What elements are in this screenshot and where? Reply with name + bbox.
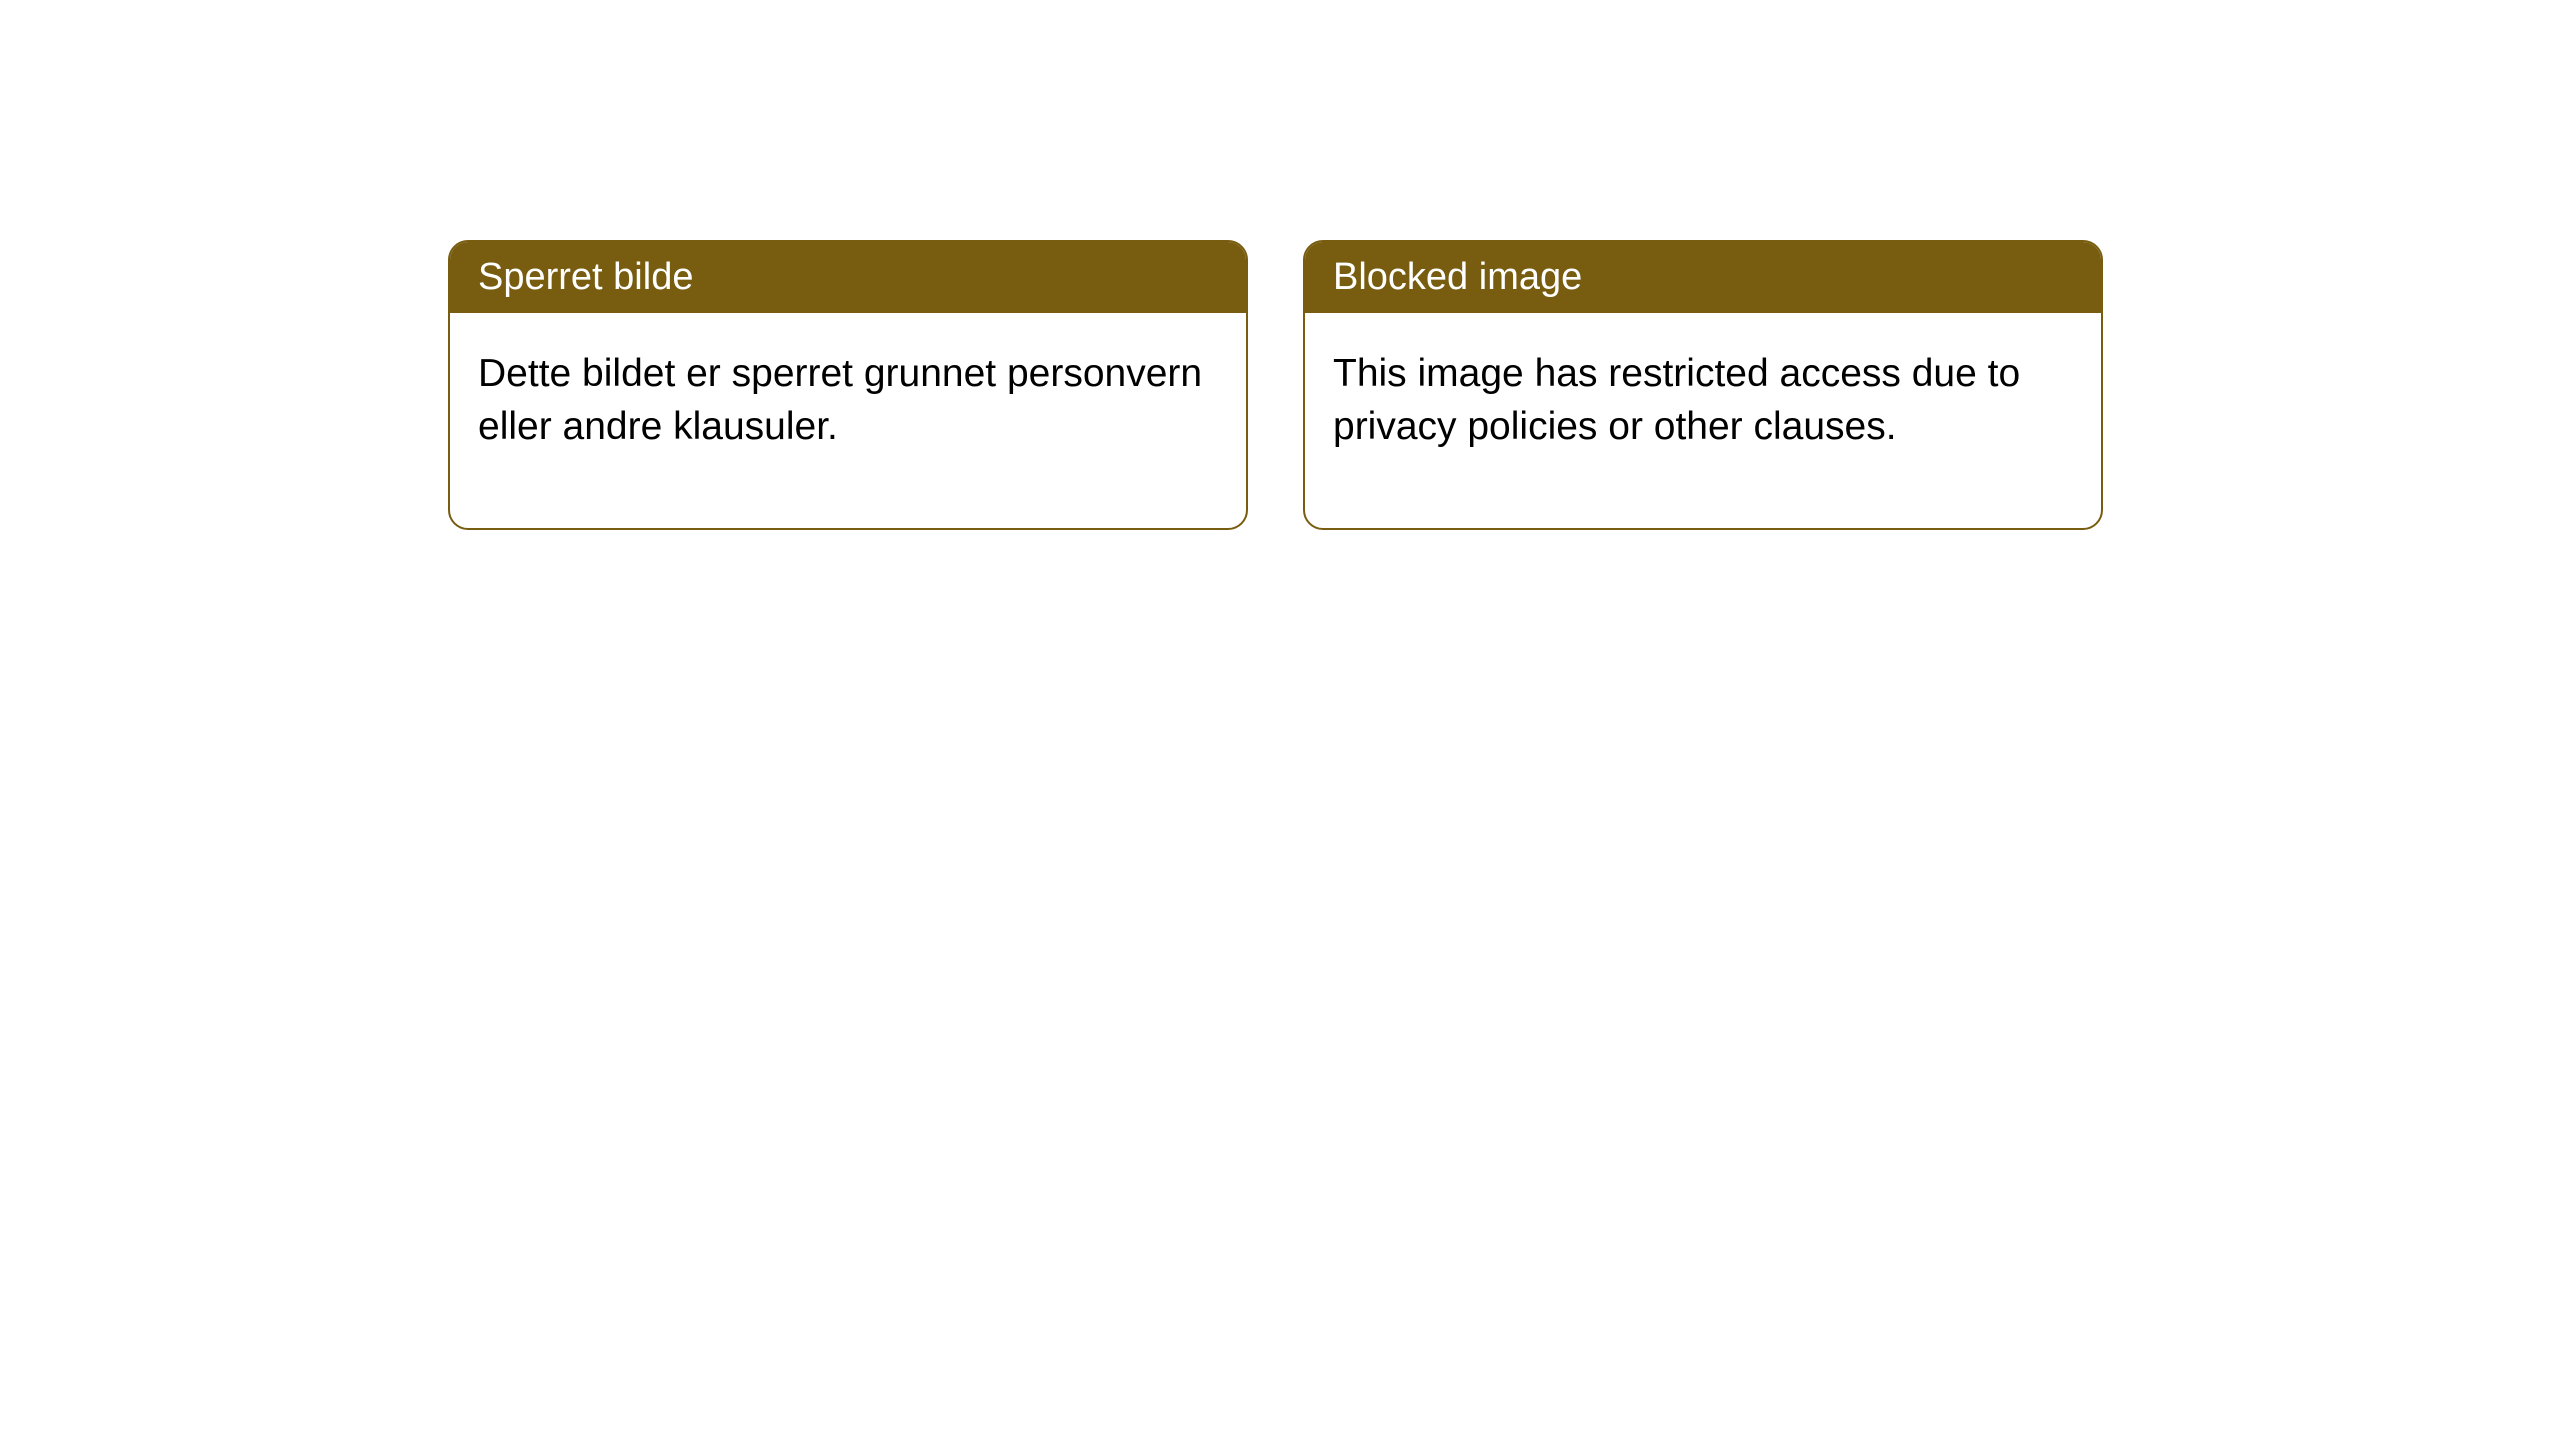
card-message: Dette bildet er sperret grunnet personve… (478, 352, 1202, 448)
card-body: This image has restricted access due to … (1305, 313, 2101, 528)
notice-card-norwegian: Sperret bilde Dette bildet er sperret gr… (448, 240, 1248, 530)
notice-container: Sperret bilde Dette bildet er sperret gr… (0, 0, 2560, 530)
card-header: Blocked image (1305, 242, 2101, 313)
card-header: Sperret bilde (450, 242, 1246, 313)
card-title: Sperret bilde (478, 256, 693, 298)
card-message: This image has restricted access due to … (1333, 352, 2020, 448)
card-title: Blocked image (1333, 256, 1582, 298)
card-body: Dette bildet er sperret grunnet personve… (450, 313, 1246, 528)
notice-card-english: Blocked image This image has restricted … (1303, 240, 2103, 530)
